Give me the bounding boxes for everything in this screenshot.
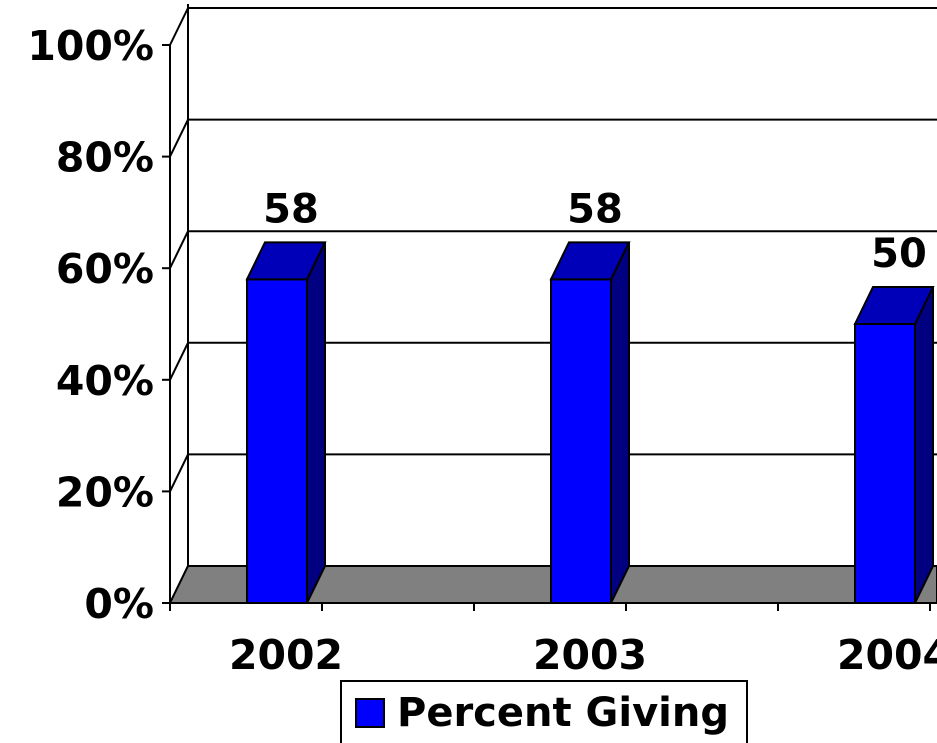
legend-label: Percent Giving xyxy=(397,689,729,736)
side-wall-line xyxy=(169,7,189,46)
y-tick-labels: 0% 20% 40% 60% 80% 100% xyxy=(27,22,154,628)
x-tick-label: 2002 xyxy=(229,631,343,679)
x-tick-label: 2004 xyxy=(837,631,937,679)
y-tick-label: 0% xyxy=(84,580,154,628)
y-tick-label: 40% xyxy=(56,357,154,405)
bars xyxy=(245,241,935,604)
side-wall-line xyxy=(169,342,189,381)
bar-top xyxy=(853,286,935,325)
data-label: 50 xyxy=(871,231,927,277)
bar-top xyxy=(245,241,327,281)
bar-side xyxy=(610,241,630,604)
y-tick-label: 60% xyxy=(56,245,154,293)
bar-front xyxy=(246,278,308,604)
bar-side xyxy=(914,286,934,604)
side-wall-line xyxy=(169,453,189,492)
y-tick-label: 80% xyxy=(56,134,154,182)
data-label: 58 xyxy=(263,186,319,232)
data-labels: 58 58 50 xyxy=(263,186,927,277)
y-tick-label: 20% xyxy=(56,468,154,516)
legend-swatch xyxy=(355,697,385,728)
y-tick-label: 100% xyxy=(27,22,154,70)
bar-top xyxy=(549,241,631,281)
bar-front xyxy=(854,323,916,604)
side-wall-line xyxy=(169,119,189,158)
data-label: 58 xyxy=(567,186,623,232)
x-tick-labels: 2002 2003 2004 xyxy=(229,631,937,679)
side-wall-line xyxy=(169,230,189,269)
bar-side xyxy=(306,241,326,604)
bar-front xyxy=(550,278,612,604)
x-tick-label: 2003 xyxy=(533,631,647,679)
legend: Percent Giving xyxy=(340,680,748,743)
